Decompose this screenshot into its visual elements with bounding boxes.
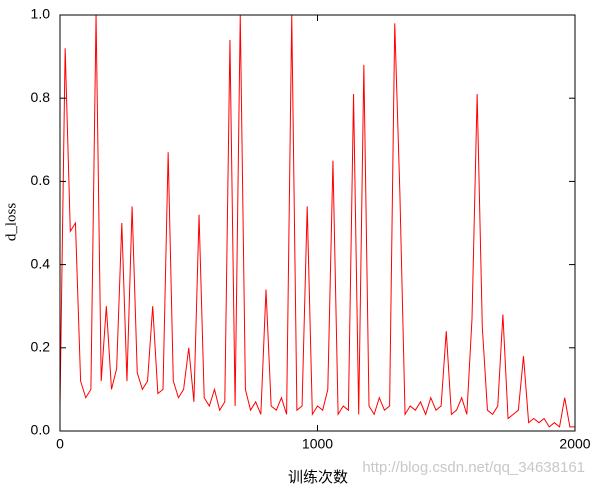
x-axis-label: 训练次数 [288, 469, 348, 486]
y-tick-label: 0.0 [31, 422, 51, 438]
watermark: http://blog.csdn.net/qq_34638161 [362, 459, 585, 476]
y-tick-label: 0.8 [31, 89, 51, 105]
y-tick-label: 0.4 [31, 255, 51, 271]
y-tick-label: 1.0 [31, 6, 51, 22]
x-tick-label: 2000 [559, 436, 590, 452]
y-tick-label: 0.6 [31, 172, 51, 188]
x-tick-label: 1000 [302, 436, 333, 452]
loss-line [59, 14, 575, 428]
y-tick-label: 0.2 [31, 339, 51, 355]
x-tick-label: 0 [56, 436, 64, 452]
y-axis-label: d_loss [3, 203, 19, 242]
